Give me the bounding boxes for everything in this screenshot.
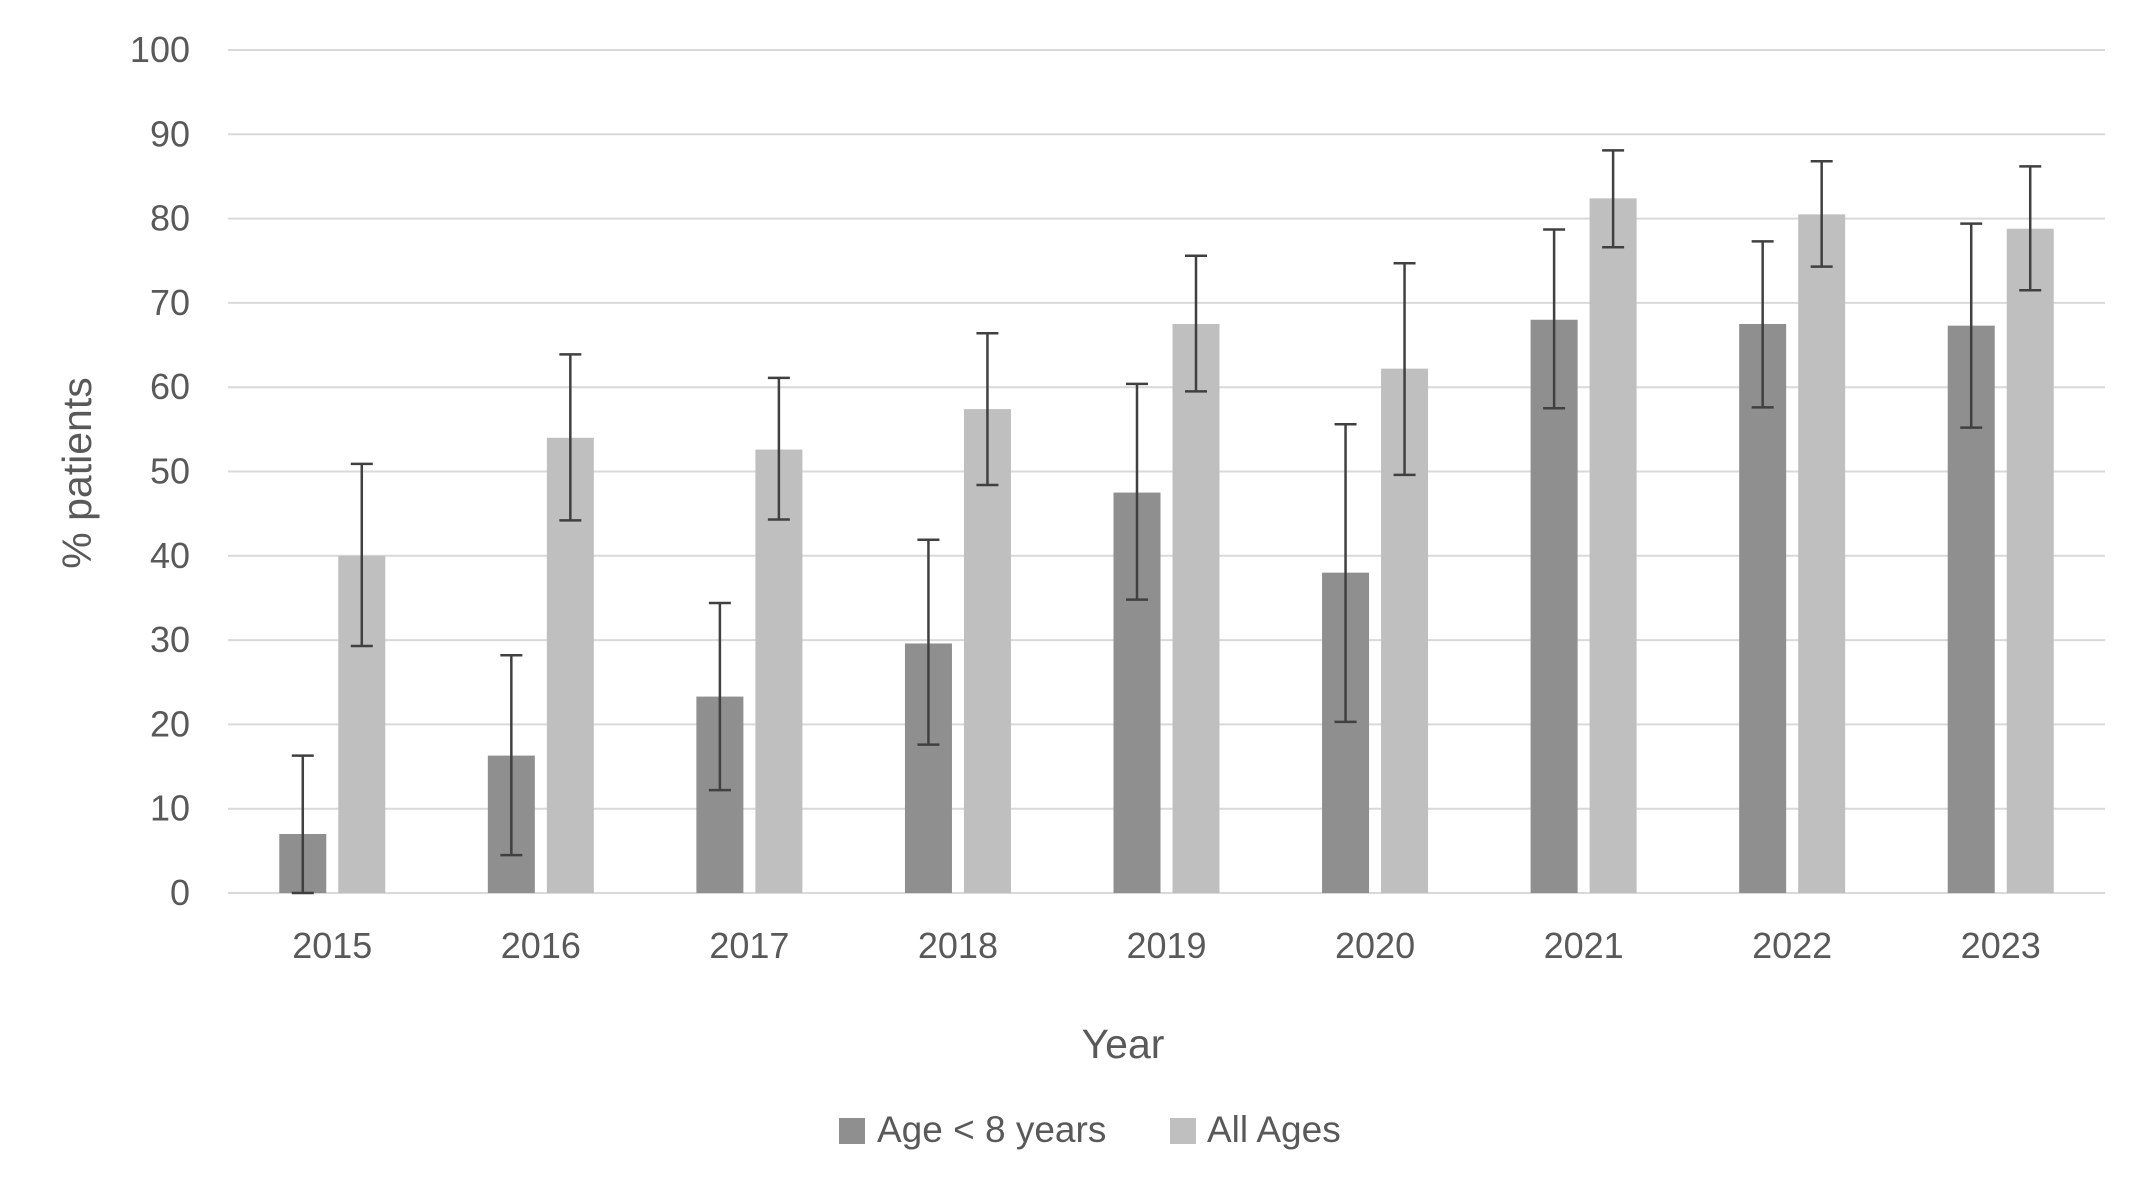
error-bar-age-under-8-2015 bbox=[291, 754, 314, 895]
error-bar-all-ages-2023 bbox=[2019, 165, 2042, 292]
legend-swatch-all-ages bbox=[1170, 1118, 1196, 1144]
error-bar-all-ages-2018 bbox=[976, 331, 999, 487]
y-tick-label-40: 40 bbox=[150, 535, 190, 576]
error-bar-all-ages-2017 bbox=[767, 376, 790, 521]
legend-label-all-ages: All Ages bbox=[1207, 1109, 1341, 1150]
y-tick-label-60: 60 bbox=[150, 366, 190, 407]
x-tick-label-2018: 2018 bbox=[918, 925, 998, 966]
bar-age-under-8-2022 bbox=[1739, 323, 1787, 894]
error-bars bbox=[291, 149, 2042, 895]
bar-all-ages-2021 bbox=[1589, 198, 1637, 894]
error-bar-age-under-8-2021 bbox=[1543, 228, 1566, 410]
bars bbox=[279, 198, 2054, 894]
x-axis-tick-labels: 2015 2016 2017 2018 2019 2020 2021 2022 2023 bbox=[292, 925, 2041, 966]
error-bar-all-ages-2021 bbox=[1602, 149, 1625, 249]
y-tick-label-90: 90 bbox=[150, 113, 190, 154]
bar-all-ages-2018 bbox=[963, 409, 1011, 893]
legend: Age < 8 years All Ages bbox=[839, 1109, 1341, 1150]
error-bar-all-ages-2015 bbox=[350, 462, 373, 648]
y-tick-label-10: 10 bbox=[150, 788, 190, 829]
y-tick-label-50: 50 bbox=[150, 451, 190, 492]
legend-swatch-age-under-8 bbox=[839, 1118, 865, 1144]
y-axis-tick-labels: 0 10 20 30 40 50 60 70 80 90 100 bbox=[130, 29, 190, 913]
error-bar-all-ages-2020 bbox=[1393, 262, 1416, 477]
y-tick-label-20: 20 bbox=[150, 703, 190, 744]
y-tick-label-30: 30 bbox=[150, 619, 190, 660]
error-bar-age-under-8-2019 bbox=[1126, 382, 1148, 601]
x-tick-label-2021: 2021 bbox=[1544, 925, 1624, 966]
error-bar-age-under-8-2022 bbox=[1751, 240, 1774, 409]
bar-all-ages-2022 bbox=[1798, 214, 1846, 893]
bar-all-ages-2017 bbox=[755, 449, 803, 893]
error-bar-all-ages-2019 bbox=[1185, 254, 1207, 393]
x-tick-label-2015: 2015 bbox=[292, 925, 372, 966]
error-bar-age-under-8-2020 bbox=[1334, 423, 1357, 724]
bar-age-under-8-2021 bbox=[1530, 319, 1578, 893]
legend-label-age-under-8: Age < 8 years bbox=[877, 1109, 1106, 1150]
y-tick-label-0: 0 bbox=[170, 872, 190, 913]
y-tick-label-100: 100 bbox=[130, 29, 190, 70]
bar-all-ages-2023 bbox=[2006, 228, 2054, 893]
error-bar-all-ages-2022 bbox=[1810, 160, 1833, 268]
x-axis-title: Year bbox=[1082, 1021, 1165, 1067]
y-tick-label-70: 70 bbox=[150, 282, 190, 323]
error-bar-all-ages-2016 bbox=[559, 353, 582, 522]
error-bar-age-under-8-2017 bbox=[708, 601, 731, 792]
x-tick-label-2023: 2023 bbox=[1961, 925, 2041, 966]
x-tick-label-2017: 2017 bbox=[709, 925, 789, 966]
error-bar-age-under-8-2023 bbox=[1960, 222, 1983, 429]
x-tick-label-2020: 2020 bbox=[1335, 925, 1415, 966]
x-tick-label-2016: 2016 bbox=[501, 925, 581, 966]
x-tick-label-2019: 2019 bbox=[1126, 925, 1206, 966]
y-tick-label-80: 80 bbox=[150, 198, 190, 239]
bar-all-ages-2019 bbox=[1172, 323, 1220, 894]
y-axis-title: % patients bbox=[54, 377, 100, 568]
gridlines bbox=[228, 49, 2105, 894]
error-bar-age-under-8-2018 bbox=[917, 538, 940, 746]
error-bar-age-under-8-2016 bbox=[500, 654, 523, 857]
x-tick-label-2022: 2022 bbox=[1752, 925, 1832, 966]
